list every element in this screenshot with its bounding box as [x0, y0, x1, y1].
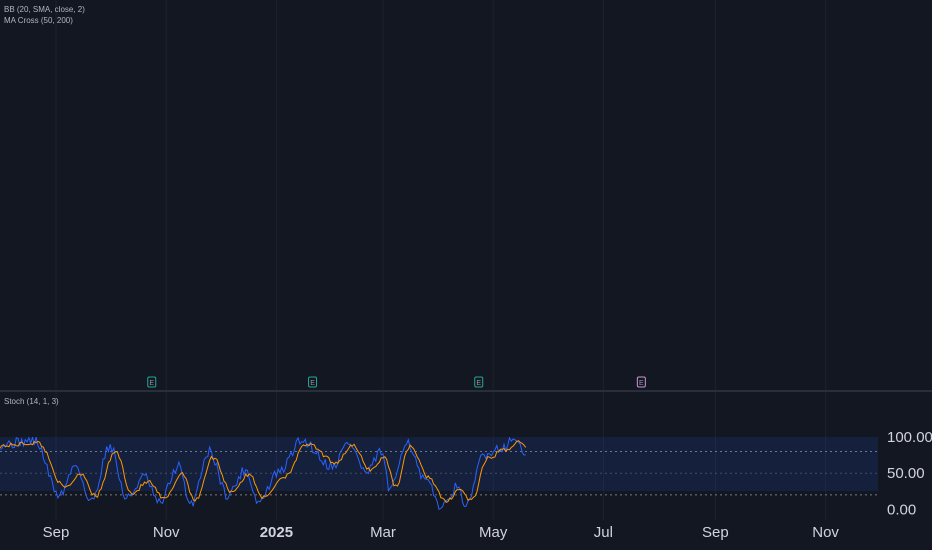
x-tick-label: Mar [370, 524, 396, 541]
x-tick-label: Nov [153, 524, 180, 541]
earnings-marker [308, 376, 318, 388]
x-tick-label: Jul [594, 524, 613, 541]
earnings-marker [147, 376, 157, 388]
x-tick-label: Sep [702, 524, 729, 541]
stoch-tick-label: 0.00 [887, 501, 916, 518]
stoch-k-line [0, 436, 526, 511]
bb-indicator-label[interactable]: BB (20, SMA, close, 2) [4, 5, 85, 14]
x-tick-label: 2025 [260, 524, 293, 541]
axes: SepNov2025MarMayJulSepNov120.00130.00140… [43, 429, 932, 541]
earnings-marker-label: E [310, 380, 315, 387]
x-tick-label: Nov [812, 524, 839, 541]
earnings-marker-label: E [639, 380, 644, 387]
stoch-d-line [0, 440, 527, 504]
grid-layer [0, 0, 878, 520]
stoch-lines [0, 436, 527, 511]
earnings-marker [636, 376, 646, 388]
stoch-band [0, 437, 878, 491]
x-tick-label: Sep [43, 524, 70, 541]
ma-cross-indicator-label[interactable]: MA Cross (50, 200) [4, 16, 73, 25]
stoch-indicator-label[interactable]: Stoch (14, 1, 3) [4, 397, 59, 406]
earnings-marker-label: E [476, 380, 481, 387]
earnings-marker [474, 376, 484, 388]
stoch-tick-label: 50.00 [887, 465, 925, 482]
stoch-tick-label: 100.00 [887, 429, 932, 446]
x-tick-label: May [479, 524, 508, 541]
earnings-marker-label: E [149, 380, 154, 387]
